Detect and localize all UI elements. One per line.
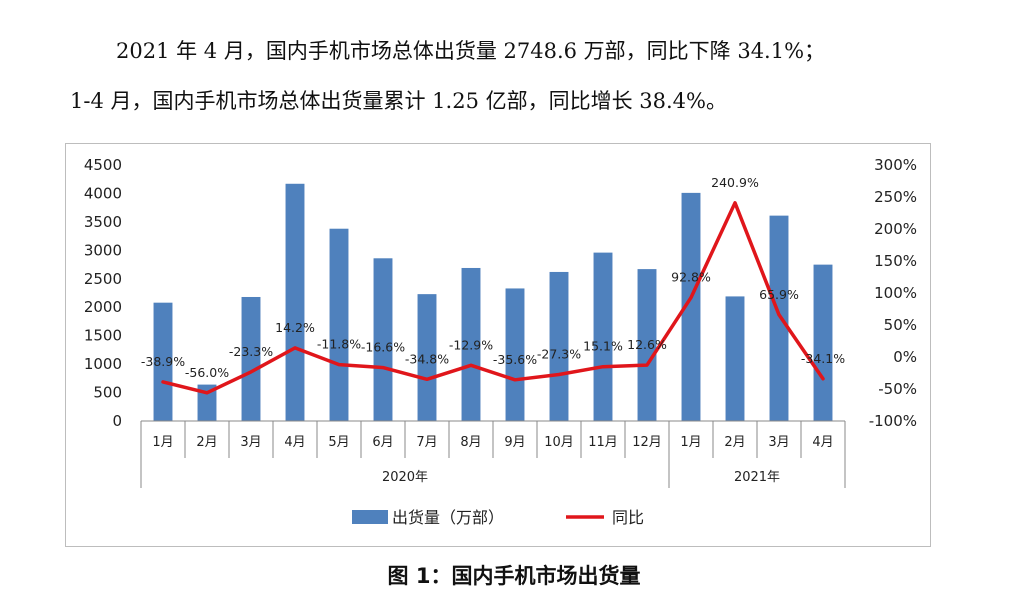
yoy-data-label: -34.8% (405, 351, 449, 366)
yoy-data-label: -16.6% (361, 340, 405, 355)
bar (637, 269, 657, 421)
right-axis-tick: 250% (874, 188, 917, 206)
yoy-data-label: -35.6% (493, 352, 537, 367)
yoy-data-label: -11.8% (317, 337, 361, 352)
bar (813, 264, 833, 421)
yoy-data-label: 92.8% (671, 270, 711, 285)
bar (505, 288, 525, 421)
left-axis-tick: 1000 (84, 355, 122, 373)
shipment-chart: 0 500 1000 1500 2000 2500 3000 3500 4000 4500 -100… (84, 156, 917, 527)
left-axis-tick: 4000 (84, 184, 122, 202)
bar (725, 296, 745, 421)
yoy-data-label: -38.9% (141, 354, 185, 369)
bar (197, 384, 217, 421)
year-label: 2020年 (382, 470, 428, 485)
bar (681, 192, 701, 421)
yoy-data-label: -27.3% (537, 346, 581, 361)
legend-bar-label: 出货量（万部） (392, 508, 504, 527)
yoy-data-label: 240.9% (711, 175, 759, 190)
bar (593, 252, 613, 421)
yoy-data-label: 15.1% (583, 339, 623, 354)
yoy-data-label: 12.6% (627, 337, 667, 352)
right-axis-tick: -100% (869, 412, 917, 430)
left-axis-tick: 1500 (84, 327, 122, 345)
right-axis-tick: 100% (874, 284, 917, 302)
yoy-data-label: -23.3% (229, 344, 273, 359)
category-label: 6月 (372, 435, 393, 450)
category-label: 5月 (328, 435, 349, 450)
bar (461, 267, 481, 421)
bar (241, 296, 261, 421)
paragraph-jan-apr: 1-4 月，国内手机市场总体出货量累计 1.25 亿部，同比增长 38.4%。 (70, 89, 727, 113)
left-axis-tick: 3000 (84, 241, 122, 259)
bar (285, 183, 305, 421)
category-label: 3月 (240, 435, 261, 450)
category-label: 4月 (812, 435, 833, 450)
category-label: 8月 (460, 435, 481, 450)
category-label: 4月 (284, 435, 305, 450)
left-axis-tick: 2000 (84, 298, 122, 316)
bar (417, 294, 437, 421)
category-label: 12月 (632, 435, 662, 450)
yoy-data-label: -34.1% (801, 351, 845, 366)
yoy-data-label: -56.0% (185, 365, 229, 380)
right-axis-tick: 50% (884, 316, 917, 334)
right-axis-tick: 150% (874, 252, 917, 270)
left-axis-tick: 0 (112, 412, 122, 430)
right-axis-tick: 200% (874, 220, 917, 238)
right-axis-tick: 0% (893, 348, 917, 366)
yoy-data-label: 14.2% (275, 320, 315, 335)
legend-bar-swatch (352, 510, 388, 524)
bar (373, 258, 393, 421)
category-label: 9月 (504, 435, 525, 450)
left-axis-tick: 3500 (84, 213, 122, 231)
right-axis-tick: -50% (878, 380, 917, 398)
yoy-line (161, 201, 825, 395)
category-label: 3月 (768, 435, 789, 450)
bar (549, 271, 569, 421)
yoy-data-label: -12.9% (449, 337, 493, 352)
left-axis-tick: 4500 (84, 156, 122, 174)
yoy-data-label: 65.9% (759, 287, 799, 302)
paragraph-april: 2021 年 4 月，国内手机市场总体出货量 2748.6 万部，同比下降 34… (116, 39, 826, 63)
left-axis-tick: 500 (93, 384, 122, 402)
category-label: 11月 (588, 435, 618, 450)
category-label: 1月 (680, 435, 701, 450)
left-axis-tick: 2500 (84, 270, 122, 288)
year-label: 2021年 (734, 470, 780, 485)
category-label: 2月 (724, 435, 745, 450)
category-label: 2月 (196, 435, 217, 450)
bar (329, 228, 349, 421)
legend-line-label: 同比 (612, 508, 644, 527)
figure-caption: 图 1：国内手机市场出货量 (387, 564, 641, 588)
category-label: 7月 (416, 435, 437, 450)
category-label: 10月 (544, 435, 574, 450)
right-axis-tick: 300% (874, 156, 917, 174)
bar (769, 215, 789, 421)
bar (153, 302, 173, 421)
category-label: 1月 (152, 435, 173, 450)
